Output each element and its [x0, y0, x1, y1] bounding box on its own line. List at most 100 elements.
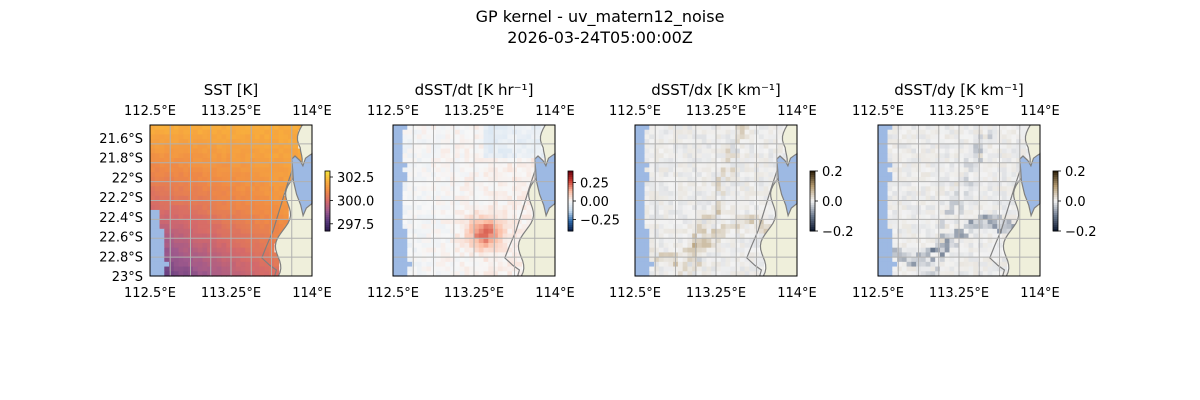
heatmap-cell [654, 219, 660, 225]
heatmap-cell [393, 266, 399, 272]
heatmap-cell [758, 200, 765, 206]
heatmap-cell [730, 214, 736, 220]
heatmap-cell [677, 167, 684, 173]
heatmap-cell [944, 191, 951, 197]
heatmap-cell [159, 125, 165, 131]
heatmap-cell [435, 148, 442, 154]
colorbar-segment [568, 209, 573, 212]
heatmap-cell [159, 266, 165, 272]
heatmap-cell [773, 153, 779, 159]
heatmap-cell [658, 153, 665, 159]
heatmap-cell [706, 252, 712, 258]
heatmap-cell [663, 143, 669, 150]
heatmap-cell [521, 139, 528, 145]
heatmap-cell [278, 224, 285, 230]
heatmap-cell [426, 191, 432, 197]
heatmap-cell [435, 139, 442, 145]
panels: SST [K]112.5°E112.5°E113.25°E113.25°E114… [99, 81, 1096, 301]
heatmap-cell [968, 134, 974, 140]
heatmap-cell [930, 195, 936, 202]
heatmap-cell [207, 224, 213, 230]
heatmap-cell [202, 228, 208, 235]
heatmap-cell [440, 134, 447, 140]
heatmap-cell [154, 167, 161, 173]
heatmap-cell [474, 158, 480, 164]
heatmap-cell [978, 125, 984, 131]
heatmap-cell [925, 205, 932, 211]
heatmap-cell [221, 158, 227, 164]
heatmap-cell [474, 181, 480, 187]
heatmap-cell [720, 134, 727, 140]
heatmap-cell [521, 153, 528, 159]
heatmap-cell [968, 181, 974, 187]
heatmap-cell [739, 266, 746, 272]
heatmap-cell [649, 266, 655, 272]
heatmap-cell [897, 181, 903, 187]
heatmap-cell [516, 129, 523, 136]
heatmap-cell [982, 219, 989, 225]
heatmap-cell [483, 266, 489, 272]
heatmap-cell [169, 271, 175, 277]
heatmap-cell [478, 214, 485, 220]
heatmap-cell [502, 266, 508, 272]
heatmap-cell [450, 129, 456, 136]
heatmap-cell [887, 162, 893, 169]
heatmap-cell [963, 261, 970, 268]
heatmap-cell [254, 139, 261, 145]
heatmap-cell [250, 242, 256, 249]
heatmap-cell [454, 172, 461, 178]
heatmap-cell [202, 181, 208, 187]
heatmap-cell [658, 186, 665, 192]
heatmap-cell [474, 257, 480, 263]
heatmap-cell [682, 257, 689, 263]
heatmap-cell [901, 247, 908, 254]
heatmap-cell [963, 238, 970, 244]
heatmap-cell [478, 186, 485, 192]
heatmap-cell [654, 186, 660, 192]
heatmap-cell [421, 242, 427, 249]
heatmap-cell [393, 200, 399, 206]
heatmap-cell [882, 186, 889, 192]
heatmap-cell [901, 224, 908, 230]
heatmap-cell [502, 242, 508, 249]
heatmap-cell [716, 176, 722, 183]
heatmap-cell [454, 266, 461, 272]
heatmap-cell [720, 176, 727, 183]
heatmap-cell [259, 125, 265, 131]
heatmap-cell [730, 125, 736, 131]
heatmap-cell [478, 261, 485, 268]
heatmap-cell [450, 214, 456, 220]
heatmap-cell [393, 205, 399, 211]
heatmap-cell [273, 233, 280, 239]
heatmap-cell [502, 181, 508, 187]
heatmap-cell [426, 219, 432, 225]
heatmap-cell [954, 219, 960, 225]
heatmap-cell [440, 200, 447, 206]
heatmap-cell [668, 205, 674, 211]
heatmap-cell [935, 224, 941, 230]
heatmap-cell [906, 176, 912, 183]
heatmap-cell [216, 228, 223, 235]
heatmap-cell [254, 181, 261, 187]
heatmap-cell [959, 261, 965, 268]
heatmap-cell [259, 228, 265, 235]
heatmap-cell [711, 261, 717, 268]
y-tick-label: 23°S [112, 270, 143, 285]
heatmap-cell [901, 143, 908, 150]
heatmap-cell [878, 158, 884, 164]
colorbar-segment [1053, 185, 1058, 188]
heatmap-cell [987, 191, 993, 197]
heatmap-cell [649, 257, 655, 263]
heatmap-cell [497, 252, 504, 258]
colorbar-segment [810, 185, 815, 188]
heatmap-cell [264, 125, 270, 131]
heatmap-cell [639, 205, 646, 211]
heatmap-cell [677, 233, 684, 239]
x-tick-label-top: 112.5°E [852, 104, 904, 119]
heatmap-cell [944, 158, 951, 164]
heatmap-cell [154, 257, 161, 263]
heatmap-cell [973, 200, 979, 206]
heatmap-cell [725, 191, 731, 197]
heatmap-cell [235, 238, 242, 244]
heatmap-cell [687, 176, 693, 183]
